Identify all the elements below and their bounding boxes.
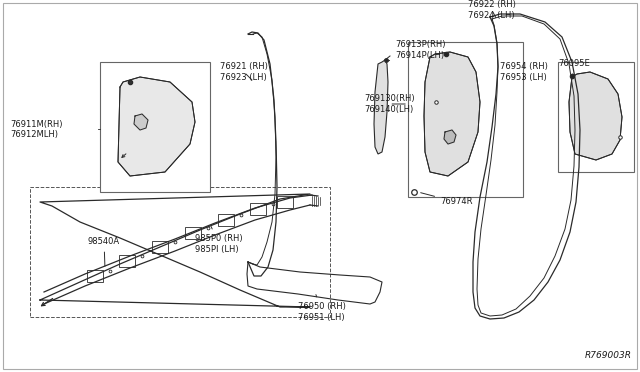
Polygon shape [444,130,456,144]
Text: R769003R: R769003R [585,351,632,360]
Polygon shape [374,60,388,154]
Polygon shape [134,114,148,130]
Text: 769130(RH)
769140(LH): 769130(RH) 769140(LH) [364,94,415,114]
FancyBboxPatch shape [119,255,135,267]
Bar [558,62,634,172]
Text: 76911M(RH): 76911M(RH) [10,119,63,128]
Text: 76950 (RH)
76951 (LH): 76950 (RH) 76951 (LH) [298,295,346,322]
Polygon shape [424,52,480,176]
FancyBboxPatch shape [87,270,103,282]
Text: 76912MLH): 76912MLH) [10,129,58,138]
Polygon shape [569,72,622,160]
Bar [408,42,523,197]
Text: 76921 (RH)
76923 (LH): 76921 (RH) 76923 (LH) [220,62,268,82]
FancyBboxPatch shape [277,196,293,208]
Text: 76922 (RH)
76924 (LH): 76922 (RH) 76924 (LH) [468,0,516,20]
FancyBboxPatch shape [250,203,266,215]
Text: 76095E: 76095E [558,60,589,76]
Bar [30,187,330,317]
Text: 98540A: 98540A [88,237,120,266]
FancyBboxPatch shape [218,214,234,226]
Text: 76954 (RH)
76953 (LH): 76954 (RH) 76953 (LH) [500,62,548,82]
Text: 76974R: 76974R [420,193,472,206]
Text: 76913P(RH)
76914P(LH): 76913P(RH) 76914P(LH) [388,40,445,61]
Text: 985P0 (RH)
985PI (LH): 985P0 (RH) 985PI (LH) [195,227,243,254]
Bar [100,62,210,192]
FancyBboxPatch shape [152,241,168,253]
FancyBboxPatch shape [185,227,201,239]
Polygon shape [118,77,195,176]
